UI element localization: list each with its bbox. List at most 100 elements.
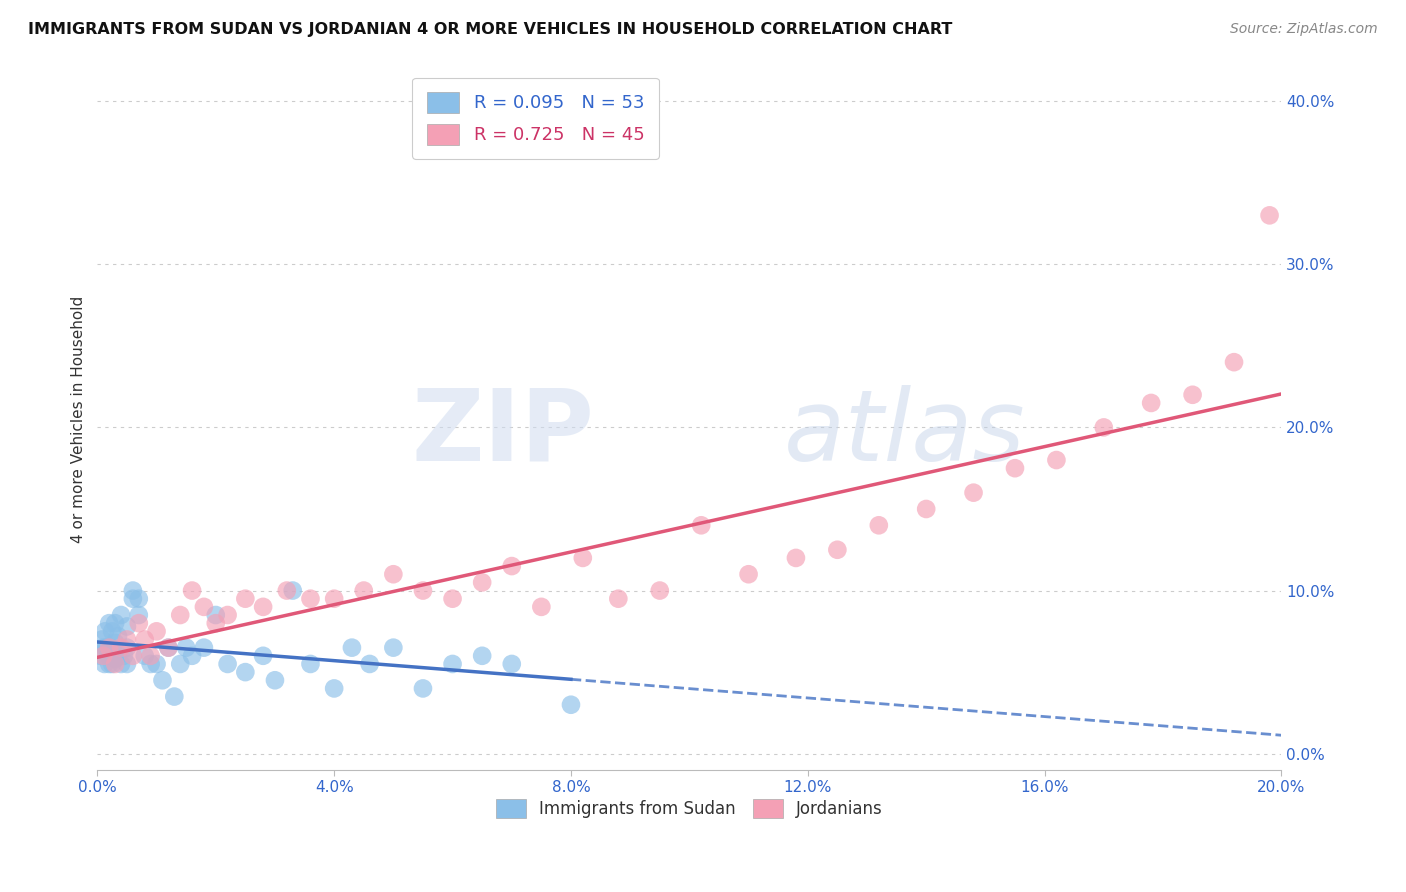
Point <box>104 652 127 666</box>
Point <box>785 550 807 565</box>
Point <box>204 607 226 622</box>
Point <box>868 518 890 533</box>
Point <box>252 648 274 663</box>
Point <box>353 583 375 598</box>
Point <box>104 657 127 671</box>
Point <box>110 607 132 622</box>
Point <box>98 657 121 671</box>
Point <box>181 583 204 598</box>
Point <box>128 591 150 606</box>
Point <box>115 619 138 633</box>
Point <box>104 636 127 650</box>
Point <box>115 640 138 655</box>
Point <box>962 485 984 500</box>
Point <box>530 599 553 614</box>
Point <box>412 681 434 696</box>
Point <box>560 698 582 712</box>
Point <box>471 648 494 663</box>
Point <box>110 640 132 655</box>
Point <box>252 599 274 614</box>
Point <box>1140 396 1163 410</box>
Point <box>107 648 129 663</box>
Point <box>193 640 215 655</box>
Point <box>235 591 257 606</box>
Point <box>97 648 120 663</box>
Point <box>94 624 117 639</box>
Point <box>1004 461 1026 475</box>
Point <box>323 681 346 696</box>
Point <box>139 657 162 671</box>
Point <box>122 591 145 606</box>
Point <box>107 629 129 643</box>
Point <box>217 657 239 671</box>
Point <box>193 599 215 614</box>
Point <box>1092 420 1115 434</box>
Point <box>441 591 464 606</box>
Point <box>281 583 304 598</box>
Point <box>169 657 191 671</box>
Point <box>607 591 630 606</box>
Point <box>1258 208 1281 222</box>
Point <box>572 550 595 565</box>
Point <box>382 567 405 582</box>
Point <box>145 657 167 671</box>
Point <box>91 648 114 663</box>
Point <box>100 640 122 655</box>
Point <box>169 607 191 622</box>
Point <box>323 591 346 606</box>
Point <box>1045 453 1067 467</box>
Point <box>827 542 849 557</box>
Point <box>157 640 180 655</box>
Point <box>128 616 150 631</box>
Point <box>359 657 381 671</box>
Point <box>89 648 111 663</box>
Point <box>98 640 121 655</box>
Point <box>181 648 204 663</box>
Point <box>299 657 322 671</box>
Point <box>110 657 132 671</box>
Point <box>115 657 138 671</box>
Point <box>115 632 138 647</box>
Point <box>235 665 257 679</box>
Point <box>93 657 115 671</box>
Point <box>139 648 162 663</box>
Point <box>501 559 523 574</box>
Point <box>122 583 145 598</box>
Point <box>737 567 759 582</box>
Point <box>157 640 180 655</box>
Point <box>134 648 156 663</box>
Point <box>122 648 145 663</box>
Text: atlas: atlas <box>785 384 1026 482</box>
Point <box>152 673 174 688</box>
Point <box>163 690 186 704</box>
Point <box>96 640 118 655</box>
Point <box>101 657 124 671</box>
Point <box>648 583 671 598</box>
Point <box>690 518 713 533</box>
Text: IMMIGRANTS FROM SUDAN VS JORDANIAN 4 OR MORE VEHICLES IN HOUSEHOLD CORRELATION C: IMMIGRANTS FROM SUDAN VS JORDANIAN 4 OR … <box>28 22 952 37</box>
Point <box>276 583 298 598</box>
Point <box>915 502 938 516</box>
Point <box>441 657 464 671</box>
Legend: Immigrants from Sudan, Jordanians: Immigrants from Sudan, Jordanians <box>489 792 890 825</box>
Y-axis label: 4 or more Vehicles in Household: 4 or more Vehicles in Household <box>72 295 86 543</box>
Point <box>264 673 287 688</box>
Point <box>299 591 322 606</box>
Point <box>471 575 494 590</box>
Point <box>412 583 434 598</box>
Point <box>340 640 363 655</box>
Text: ZIP: ZIP <box>412 384 595 482</box>
Point <box>382 640 405 655</box>
Point <box>128 607 150 622</box>
Text: Source: ZipAtlas.com: Source: ZipAtlas.com <box>1230 22 1378 37</box>
Point <box>174 640 197 655</box>
Point <box>501 657 523 671</box>
Point <box>91 640 114 655</box>
Point <box>98 616 121 631</box>
Point <box>91 632 114 647</box>
Point <box>104 616 127 631</box>
Point <box>1181 388 1204 402</box>
Point <box>145 624 167 639</box>
Point <box>1223 355 1246 369</box>
Point <box>101 624 124 639</box>
